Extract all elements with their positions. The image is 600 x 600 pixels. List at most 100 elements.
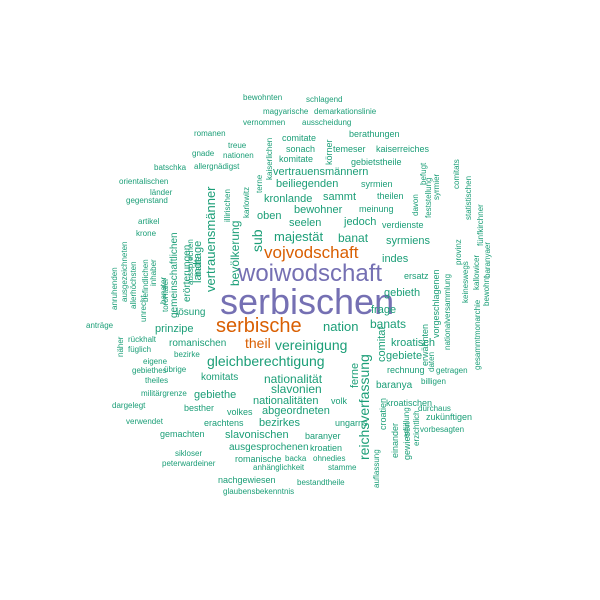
word: theil bbox=[245, 335, 271, 351]
word: sub bbox=[249, 229, 265, 252]
word: nationalitäten bbox=[253, 395, 319, 407]
word: vorgeschlagenen bbox=[431, 269, 441, 338]
word: gebiete bbox=[386, 350, 423, 362]
word: rechnung bbox=[387, 365, 425, 375]
word: theiles bbox=[145, 376, 169, 385]
word: sikloser bbox=[175, 449, 203, 458]
word: erachtens bbox=[204, 418, 244, 428]
word: ausgezeichneten bbox=[120, 241, 129, 303]
word: syrmiens bbox=[386, 235, 431, 247]
word: batschka bbox=[154, 163, 187, 172]
word: körner bbox=[324, 139, 334, 165]
word: schlagend bbox=[306, 95, 343, 104]
word: beiliegenden bbox=[276, 178, 339, 190]
word: übrige bbox=[164, 365, 187, 374]
word: comitats bbox=[452, 159, 461, 189]
word: halte bbox=[193, 256, 203, 276]
word: baranyaer bbox=[483, 241, 492, 278]
word: füglich bbox=[128, 345, 152, 354]
word: besther bbox=[184, 403, 215, 413]
word: demarkationslinie bbox=[314, 107, 377, 116]
word: vojvodschaft bbox=[264, 243, 359, 262]
word: einander bbox=[390, 422, 400, 458]
word: bestandtheile bbox=[297, 478, 345, 487]
word: bewohnten bbox=[243, 93, 283, 102]
word: jedoch bbox=[344, 216, 377, 228]
word: serbische bbox=[216, 315, 302, 337]
word: durchaus bbox=[418, 404, 451, 413]
word: frage bbox=[371, 304, 397, 316]
word: magyarische bbox=[263, 107, 309, 116]
word: sonach bbox=[286, 144, 316, 154]
word: auflassung bbox=[372, 449, 381, 488]
word: eigene bbox=[143, 357, 168, 366]
word: illirischen bbox=[223, 189, 232, 222]
word: dargelegt bbox=[112, 401, 146, 410]
word: orientalischen bbox=[119, 177, 169, 186]
word: kroatisch bbox=[391, 337, 436, 349]
word: kallowicer bbox=[472, 254, 481, 290]
word: gemachten bbox=[160, 429, 205, 439]
word: feststellung bbox=[424, 177, 433, 218]
word: comitat bbox=[376, 326, 388, 362]
word: baranya bbox=[376, 380, 413, 391]
word: oben bbox=[257, 210, 282, 222]
word: ersatz bbox=[404, 271, 429, 281]
word: banat bbox=[338, 231, 369, 245]
word: nationen bbox=[223, 151, 254, 160]
word: gnade bbox=[192, 149, 215, 158]
word: torontaler bbox=[161, 278, 170, 312]
word: terne bbox=[255, 174, 264, 193]
word: gebietstheile bbox=[351, 157, 402, 167]
word: serbischen bbox=[220, 281, 395, 322]
word: syrmien bbox=[361, 179, 393, 189]
word: getragen bbox=[436, 366, 468, 375]
word: volkes bbox=[227, 407, 253, 417]
word: kronlande bbox=[264, 193, 313, 205]
word: ohnedies bbox=[313, 454, 346, 463]
word: gegenstand bbox=[126, 196, 168, 205]
word: treue bbox=[228, 141, 247, 150]
word: unrecht bbox=[139, 295, 148, 322]
word: romanen bbox=[194, 129, 226, 138]
word: slavonischen bbox=[225, 429, 289, 441]
word: zukünftigen bbox=[426, 412, 473, 422]
word: peterwardeiner bbox=[162, 459, 216, 468]
word: comitate bbox=[282, 133, 317, 143]
word: verdienste bbox=[382, 220, 424, 230]
word: majestät bbox=[274, 229, 324, 244]
word: militärgrenze bbox=[141, 389, 187, 398]
word: statistischen bbox=[464, 175, 473, 220]
word: länder bbox=[150, 188, 173, 197]
word: krone bbox=[136, 229, 157, 238]
word: seelen bbox=[289, 217, 322, 229]
word: kroatien bbox=[310, 443, 343, 453]
word: vertrauensmänner bbox=[203, 186, 218, 293]
word: inhaber bbox=[149, 259, 158, 286]
word: vertrauensmännern bbox=[273, 166, 369, 178]
word: banats bbox=[370, 317, 407, 331]
word: abgeordneten bbox=[262, 405, 330, 417]
word: meinung bbox=[359, 204, 394, 214]
word: aussprechen bbox=[186, 239, 195, 285]
word: backa bbox=[285, 454, 307, 463]
word: karlowitz bbox=[242, 186, 251, 218]
word: syrmier bbox=[432, 173, 441, 200]
word: billigen bbox=[421, 377, 446, 386]
word: bewohner bbox=[294, 204, 343, 216]
word: theilen bbox=[377, 191, 404, 201]
word: anruhenden bbox=[110, 267, 119, 310]
word: baranyer bbox=[305, 431, 341, 441]
word: woiwodschaft bbox=[238, 260, 383, 287]
word: indes bbox=[382, 253, 409, 265]
word: gebieth bbox=[384, 287, 421, 299]
word: nationalversammlung bbox=[443, 273, 452, 350]
word: nation bbox=[323, 319, 359, 334]
word: berathungen bbox=[349, 129, 400, 139]
word: davon bbox=[411, 194, 420, 216]
word: näher bbox=[116, 336, 125, 357]
word: bewohnt bbox=[482, 275, 491, 306]
word: fünfkirchner bbox=[476, 204, 485, 246]
word: bevölkerung bbox=[228, 220, 242, 286]
